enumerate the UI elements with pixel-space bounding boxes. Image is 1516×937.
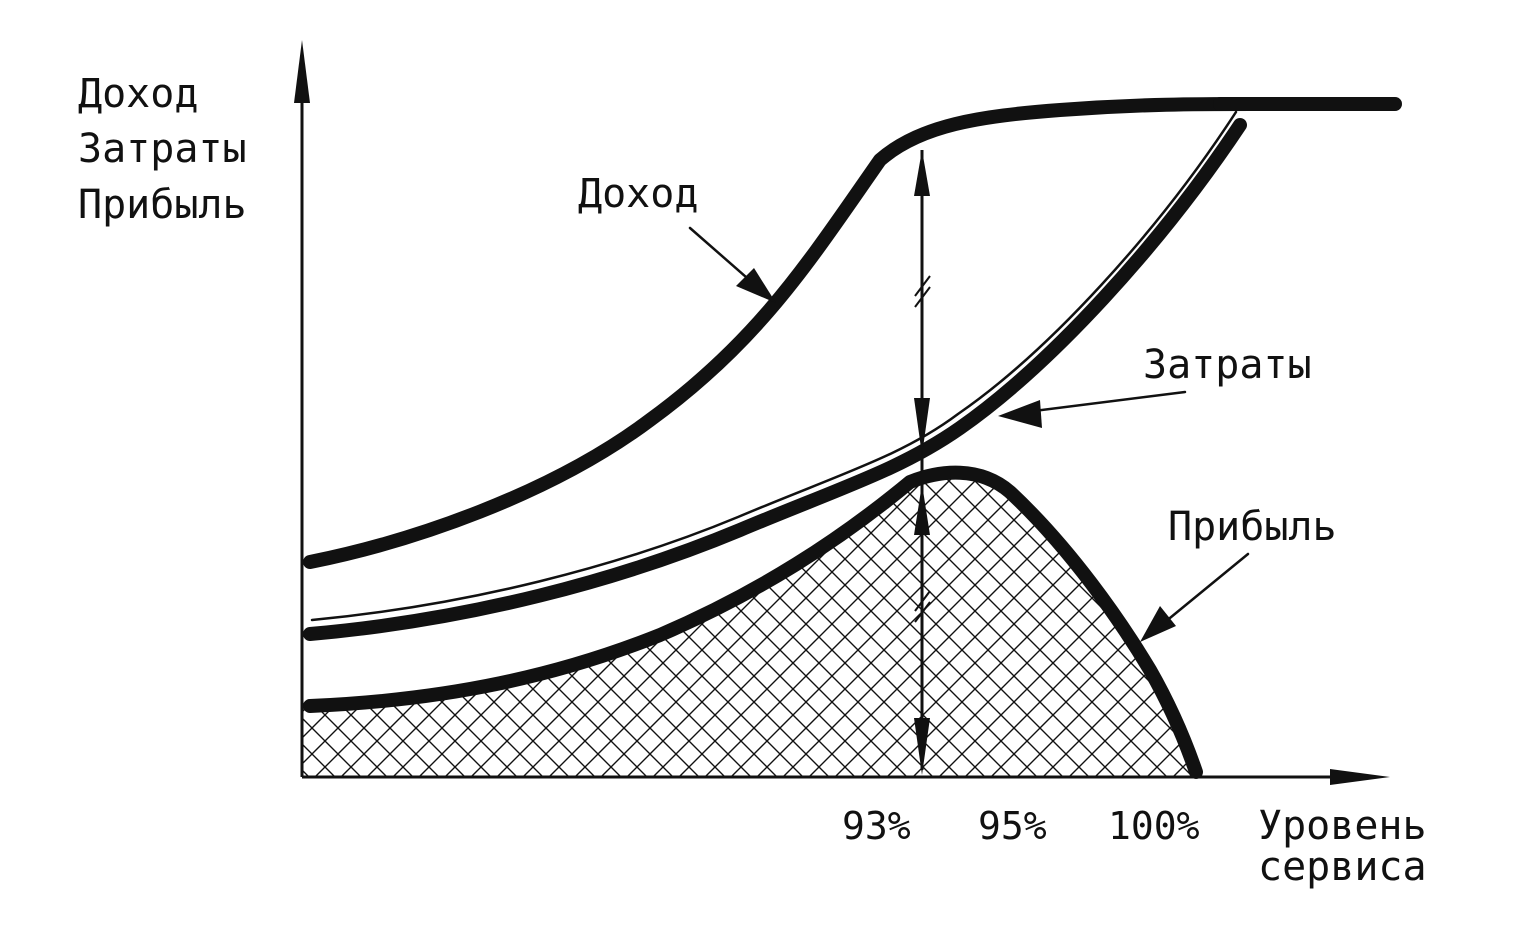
x-axis-arrowhead bbox=[1330, 769, 1390, 785]
x-axis-label-line-2: сервиса bbox=[1258, 844, 1427, 890]
cost-curve bbox=[303, 118, 1247, 641]
difference-indicator bbox=[914, 150, 931, 775]
break-mark-bottom bbox=[914, 590, 931, 612]
x-ticks: 93% 95% 100% bbox=[842, 804, 1200, 848]
cost-arrowhead-down bbox=[914, 398, 930, 455]
profit-annotation-label: Прибыль bbox=[1168, 504, 1337, 550]
profit-curve bbox=[303, 465, 1203, 779]
baseline-arrowhead-down bbox=[914, 718, 930, 775]
cost-annotation-label: Затраты bbox=[1143, 342, 1312, 388]
revenue-annotation-label: Доход bbox=[578, 171, 698, 217]
y-axis-label-line-1: Доход bbox=[78, 71, 198, 117]
x-axis-label-line-1: Уровень bbox=[1258, 803, 1427, 849]
cost-curve-outline bbox=[310, 110, 1238, 622]
x-tick-label-100: 100% bbox=[1108, 804, 1200, 848]
break-mark-bottom-2 bbox=[914, 601, 931, 623]
profit-annotation-arrowhead bbox=[1140, 606, 1176, 642]
axis-labels: Доход Затраты Прибыль Уровень сервиса bbox=[78, 71, 1427, 890]
profit-arrowhead-up bbox=[914, 484, 930, 535]
revenue-curve bbox=[303, 97, 1257, 569]
axes bbox=[294, 40, 1390, 785]
break-mark-top-2 bbox=[914, 286, 931, 308]
y-axis-label-line-3: Прибыль bbox=[78, 182, 247, 228]
y-axis-arrowhead bbox=[294, 40, 310, 103]
annotations: Доход Затраты Прибыль bbox=[578, 171, 1337, 642]
revenue-annotation-arrowhead bbox=[736, 268, 776, 303]
cost-annotation-arrowhead bbox=[998, 400, 1042, 428]
y-axis-label-line-2: Затраты bbox=[78, 126, 247, 172]
profit-hatched-area bbox=[302, 472, 1196, 777]
x-tick-label-93: 93% bbox=[842, 804, 911, 848]
x-tick-label-95: 95% bbox=[978, 804, 1047, 848]
break-mark-top bbox=[914, 275, 931, 297]
curves bbox=[303, 97, 1402, 779]
revenue-arrowhead-up bbox=[914, 150, 930, 196]
